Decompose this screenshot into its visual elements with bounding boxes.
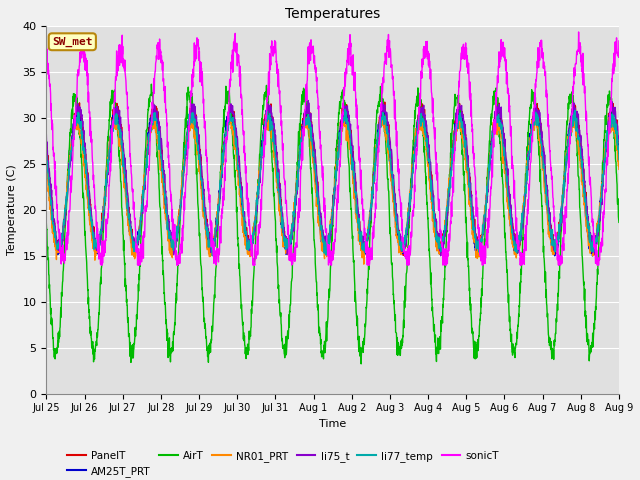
PanelT: [42, 140, 50, 145]
NR01_PRT: [581, 205, 589, 211]
PanelT: [565, 130, 573, 136]
AM25T_PRT: [362, 238, 370, 244]
li77_temp: [209, 253, 216, 259]
sonicT: [581, 83, 589, 89]
sonicT: [615, 38, 623, 44]
AM25T_PRT: [455, 102, 463, 108]
NR01_PRT: [202, 236, 210, 241]
NR01_PRT: [111, 109, 118, 115]
li75_t: [615, 133, 623, 139]
li75_t: [202, 213, 210, 218]
li75_t: [349, 156, 357, 162]
AM25T_PRT: [565, 131, 573, 137]
li77_temp: [341, 106, 349, 112]
AM25T_PRT: [581, 197, 589, 203]
AirT: [349, 259, 357, 265]
Line: li75_t: li75_t: [46, 100, 619, 256]
AM25T_PRT: [42, 157, 50, 163]
NR01_PRT: [615, 167, 623, 172]
Line: AM25T_PRT: AM25T_PRT: [46, 105, 619, 256]
AirT: [581, 286, 589, 292]
li75_t: [362, 243, 370, 249]
li77_temp: [581, 190, 589, 195]
AirT: [357, 361, 365, 367]
sonicT: [575, 29, 582, 35]
PanelT: [417, 98, 425, 104]
li75_t: [42, 132, 50, 138]
Line: AirT: AirT: [46, 84, 619, 364]
sonicT: [499, 39, 507, 45]
li77_temp: [362, 237, 370, 243]
sonicT: [202, 147, 210, 153]
AirT: [615, 219, 623, 225]
PanelT: [615, 140, 623, 145]
PanelT: [202, 213, 210, 219]
AirT: [42, 221, 50, 227]
NR01_PRT: [42, 162, 50, 168]
li77_temp: [42, 154, 50, 160]
Y-axis label: Temperature (C): Temperature (C): [7, 165, 17, 255]
Legend: PanelT, AM25T_PRT, AirT, NR01_PRT, li75_t, li77_temp, sonicT: PanelT, AM25T_PRT, AirT, NR01_PRT, li75_…: [63, 446, 503, 480]
li75_t: [500, 134, 508, 140]
NR01_PRT: [362, 242, 370, 248]
PanelT: [399, 252, 407, 258]
PanelT: [581, 182, 589, 188]
li77_temp: [565, 132, 573, 137]
AirT: [500, 203, 508, 208]
AM25T_PRT: [360, 253, 367, 259]
NR01_PRT: [349, 177, 357, 183]
sonicT: [564, 165, 572, 170]
X-axis label: Time: Time: [319, 419, 346, 429]
NR01_PRT: [565, 142, 573, 147]
AirT: [148, 81, 156, 87]
AirT: [362, 304, 370, 310]
PanelT: [500, 137, 508, 143]
Line: sonicT: sonicT: [46, 32, 619, 265]
Line: PanelT: PanelT: [46, 101, 619, 255]
AM25T_PRT: [500, 145, 508, 151]
AM25T_PRT: [349, 173, 357, 179]
li77_temp: [615, 157, 623, 163]
AM25T_PRT: [202, 225, 210, 231]
li75_t: [565, 136, 573, 142]
sonicT: [97, 262, 105, 268]
AirT: [202, 334, 210, 339]
li77_temp: [500, 147, 508, 153]
sonicT: [362, 244, 370, 250]
PanelT: [349, 149, 357, 155]
li77_temp: [202, 224, 210, 229]
Text: SW_met: SW_met: [52, 36, 93, 47]
AirT: [565, 103, 573, 109]
PanelT: [362, 242, 369, 248]
sonicT: [42, 45, 50, 50]
Title: Temperatures: Temperatures: [285, 7, 380, 21]
Line: li77_temp: li77_temp: [46, 109, 619, 256]
li75_t: [581, 178, 589, 184]
li75_t: [304, 97, 312, 103]
sonicT: [349, 70, 357, 75]
Line: NR01_PRT: NR01_PRT: [46, 112, 619, 264]
li75_t: [437, 253, 445, 259]
li77_temp: [350, 168, 358, 174]
NR01_PRT: [360, 261, 367, 267]
AM25T_PRT: [615, 155, 623, 161]
NR01_PRT: [500, 157, 508, 163]
